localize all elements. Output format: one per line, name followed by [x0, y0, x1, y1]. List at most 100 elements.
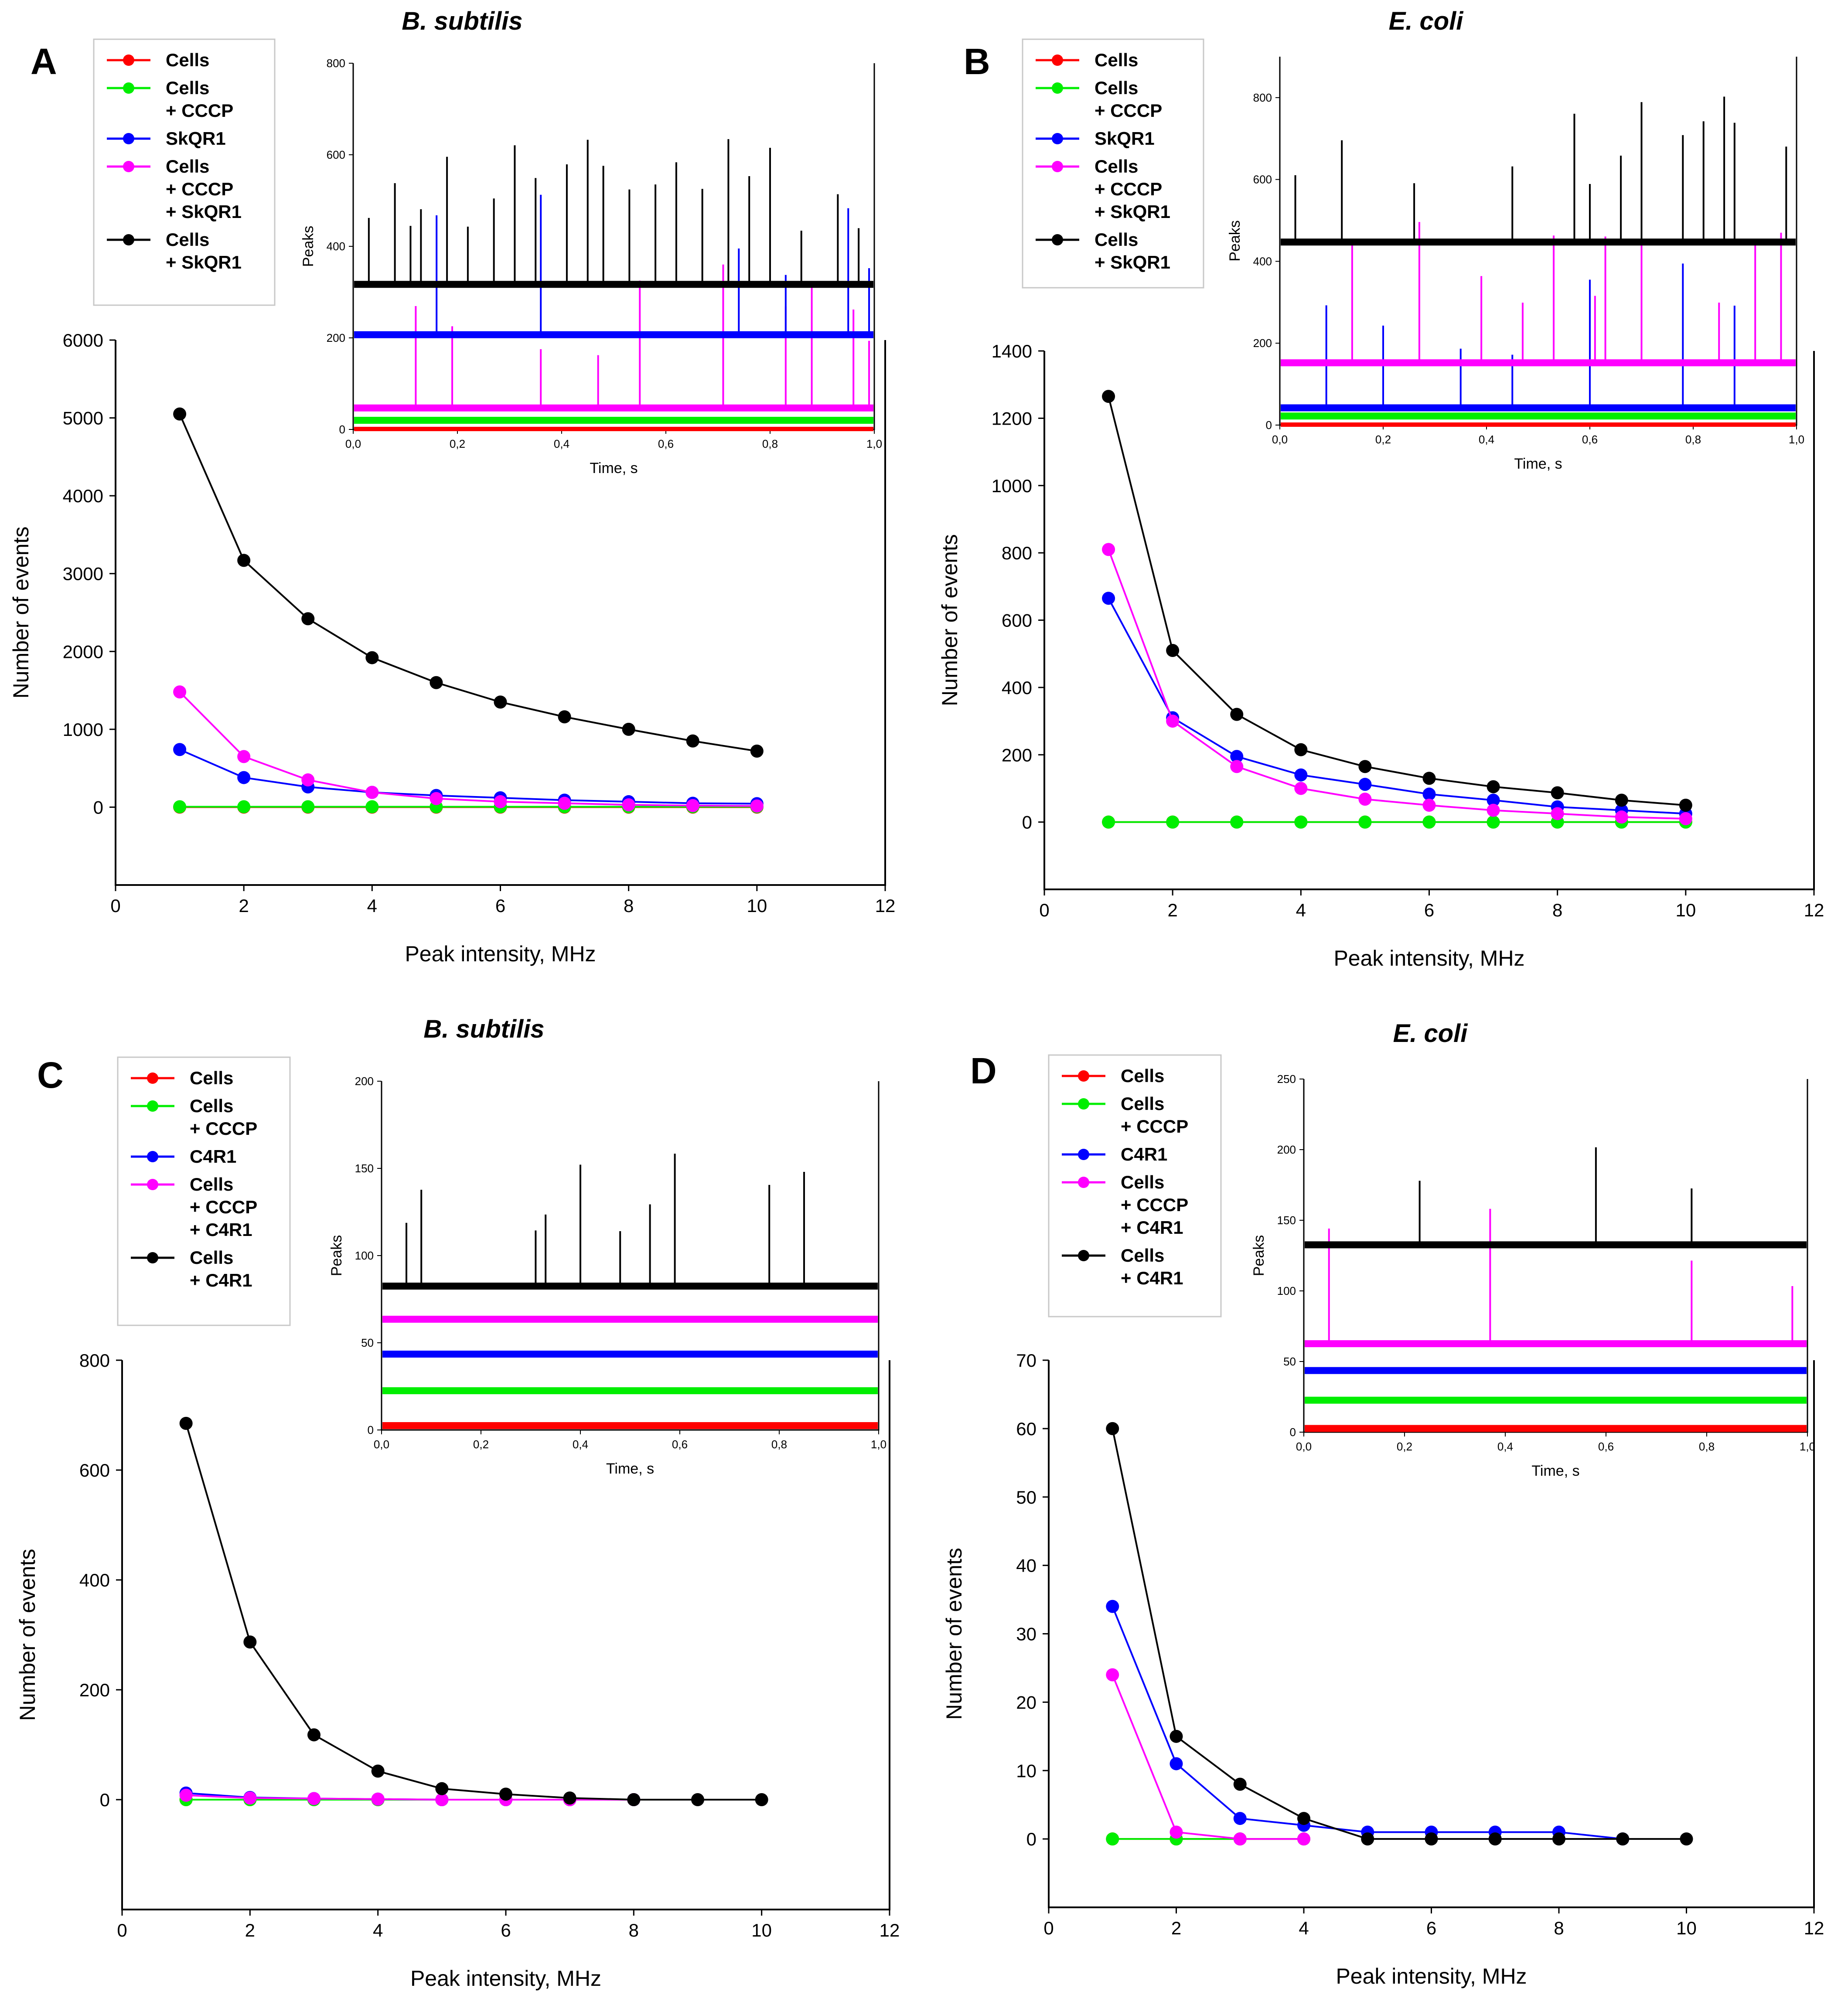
y-tick-label: 20 — [1016, 1692, 1037, 1712]
legend-label-line: + C4R1 — [1121, 1217, 1183, 1238]
y-tick-label: 10 — [1016, 1760, 1037, 1781]
inset-y-tick-label: 100 — [1277, 1284, 1296, 1297]
data-point — [499, 1787, 512, 1801]
legend-label-line: + CCCP — [1094, 179, 1162, 199]
inset-trace-baseline — [1281, 422, 1796, 427]
inset-x-tick-label: 0,6 — [672, 1438, 688, 1451]
inset-x-tick-label: 0,0 — [374, 1438, 389, 1451]
data-point — [307, 1728, 321, 1742]
inset-x-tick-label: 1,0 — [866, 437, 882, 450]
legend-marker — [123, 133, 134, 144]
data-point — [750, 744, 764, 758]
inset-x-tick-label: 0,2 — [473, 1438, 489, 1451]
x-tick-label: 10 — [1675, 900, 1696, 920]
legend-label-line: Cells — [190, 1096, 233, 1116]
inset-x-tick-label: 0,8 — [1699, 1440, 1715, 1453]
x-tick-label: 12 — [875, 895, 896, 916]
x-tick-label: 10 — [751, 1920, 772, 1940]
data-point — [173, 407, 187, 421]
data-point — [1106, 1668, 1119, 1682]
series-line — [179, 413, 757, 752]
data-point — [1106, 1600, 1119, 1613]
data-point — [237, 750, 251, 763]
inset-y-tick-label: 0 — [1266, 419, 1272, 432]
inset-x-tick-label: 1,0 — [871, 1438, 886, 1451]
series-line — [185, 1423, 762, 1801]
x-tick-label: 0 — [117, 1920, 127, 1940]
series-line — [1112, 1428, 1687, 1840]
data-point — [1233, 1777, 1247, 1791]
inset-trace-baseline — [382, 1316, 878, 1323]
data-point — [1615, 793, 1628, 807]
x-tick-label: 6 — [1424, 900, 1434, 920]
data-point — [1358, 815, 1372, 829]
panel-B: B E. coli 0 2 4 6 8 10 12 0 200 400 600 800 1000 1200 14… — [938, 7, 1824, 970]
series-line — [1108, 396, 1686, 807]
data-point — [1679, 812, 1692, 825]
inset-y-tick-label: 400 — [327, 240, 345, 253]
legend-label-line: + CCCP — [1094, 100, 1162, 121]
data-point — [627, 1793, 641, 1806]
data-point — [1294, 768, 1308, 782]
inset-x-axis-title: Time, s — [590, 460, 638, 477]
x-tick-label: 10 — [1676, 1918, 1697, 1938]
inset-y-tick-label: 250 — [1277, 1072, 1296, 1086]
legend-marker — [1052, 54, 1063, 66]
legend-marker — [147, 1179, 158, 1190]
x-tick-label: 8 — [1554, 1918, 1564, 1938]
inset-frame — [352, 63, 875, 430]
legend-label-line: Cells — [1121, 1065, 1164, 1086]
data-point — [243, 1635, 257, 1649]
legend-label: Cells + CCCP + C4R1 — [190, 1174, 257, 1240]
data-point — [1102, 543, 1115, 556]
inset-x-tick-label: 0,4 — [573, 1438, 588, 1451]
legend-marker — [1078, 1098, 1089, 1110]
data-point — [622, 798, 635, 812]
inset-trace-baseline — [382, 1422, 878, 1429]
data-point — [173, 800, 187, 814]
data-point — [1166, 643, 1180, 657]
inset-trace-baseline — [354, 417, 873, 424]
legend-label: Cells + SkQR1 — [1094, 229, 1170, 272]
y-tick-label: 200 — [79, 1680, 110, 1700]
series-line — [1112, 1606, 1623, 1840]
y-tick-label: 4000 — [63, 486, 103, 506]
inset-x-tick-label: 0,8 — [1685, 433, 1701, 446]
data-point — [1422, 787, 1436, 801]
data-point — [179, 1416, 193, 1430]
legend-label-line: SkQR1 — [1094, 128, 1155, 149]
legend-label-line: C4R1 — [190, 1146, 236, 1167]
inset-trace-baseline — [1305, 1425, 1807, 1432]
data-point — [1487, 780, 1500, 793]
legend-label-line: Cells — [1094, 50, 1138, 70]
data-point — [1294, 815, 1308, 829]
legend-label: Cells — [166, 50, 209, 70]
data-point — [371, 1792, 385, 1806]
data-point — [435, 1782, 449, 1795]
series-line — [1108, 549, 1686, 820]
inset-y-tick-label: 600 — [327, 148, 345, 161]
legend-marker — [147, 1252, 158, 1263]
data-point — [365, 786, 379, 799]
x-tick-label: 2 — [1171, 1918, 1181, 1938]
inset-y-tick-label: 200 — [1277, 1143, 1296, 1156]
legend-label: SkQR1 — [166, 128, 226, 149]
data-point — [1425, 1832, 1438, 1846]
data-point — [1233, 1812, 1247, 1825]
legend-label: Cells + C4R1 — [190, 1247, 252, 1290]
legend-box — [93, 38, 276, 306]
legend-label-line: + CCCP — [190, 1118, 257, 1139]
legend-label-line: Cells — [1121, 1172, 1164, 1192]
data-point — [1230, 760, 1244, 773]
legend-label-line: SkQR1 — [166, 128, 226, 149]
data-point — [686, 734, 699, 748]
data-point — [558, 710, 571, 724]
legend-box — [1048, 1054, 1222, 1317]
legend-label-line: Cells — [1094, 78, 1138, 98]
data-point — [1680, 1832, 1693, 1846]
y-tick-label: 1200 — [992, 408, 1032, 429]
